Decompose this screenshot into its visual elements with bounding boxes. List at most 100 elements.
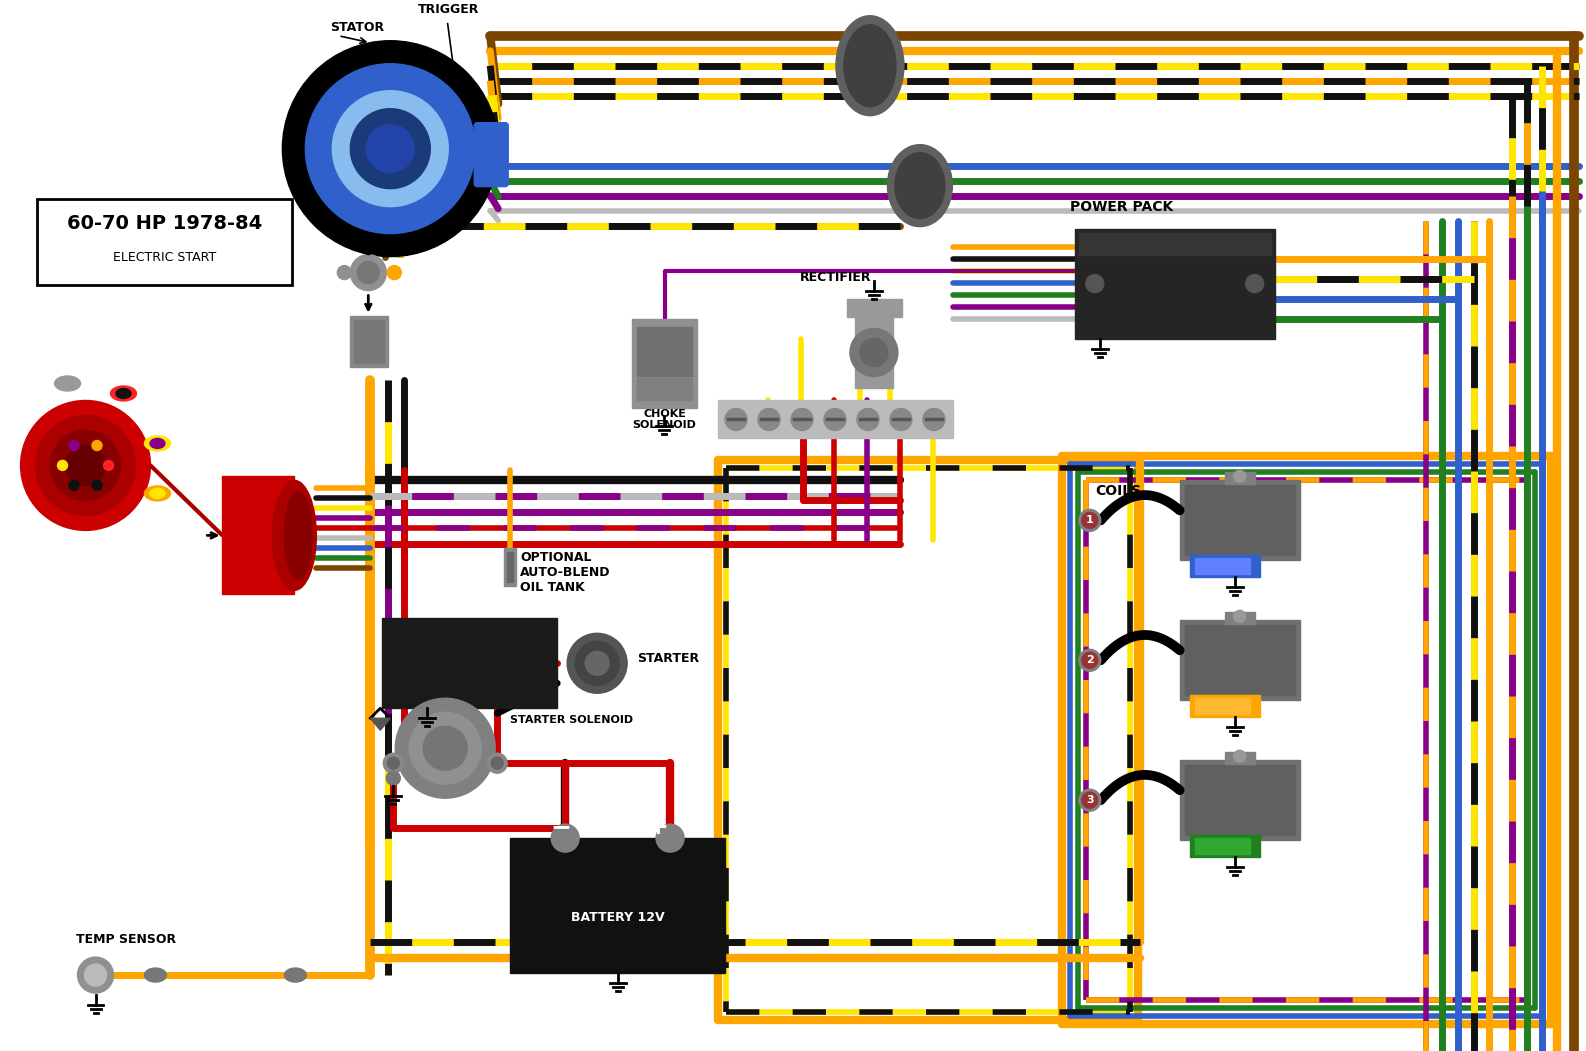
- Bar: [638, 327, 691, 376]
- Ellipse shape: [888, 145, 952, 227]
- Text: STARTER: STARTER: [638, 652, 699, 665]
- Text: RECTIFIER: RECTIFIER: [799, 270, 871, 284]
- Bar: [718, 400, 953, 438]
- Bar: [855, 316, 893, 389]
- Text: POWER PACK: POWER PACK: [1071, 200, 1174, 213]
- Circle shape: [860, 338, 888, 367]
- Circle shape: [1234, 750, 1245, 762]
- Text: 1: 1: [1086, 515, 1094, 526]
- Bar: [351, 315, 389, 368]
- Circle shape: [51, 431, 121, 500]
- Circle shape: [568, 634, 626, 694]
- Ellipse shape: [1078, 789, 1101, 811]
- Circle shape: [70, 480, 79, 491]
- Bar: [222, 476, 295, 594]
- Circle shape: [492, 757, 503, 769]
- Text: 3: 3: [1086, 796, 1094, 805]
- Circle shape: [825, 409, 845, 431]
- Bar: [1185, 486, 1294, 555]
- Circle shape: [395, 698, 495, 798]
- Text: ELECTRIC START: ELECTRIC START: [113, 250, 216, 264]
- Ellipse shape: [1082, 513, 1098, 529]
- Circle shape: [21, 400, 151, 531]
- Circle shape: [576, 641, 619, 685]
- Circle shape: [850, 329, 898, 376]
- Text: −: −: [550, 816, 571, 839]
- Circle shape: [351, 108, 430, 188]
- FancyBboxPatch shape: [474, 123, 508, 187]
- Circle shape: [103, 460, 114, 471]
- Bar: [1180, 620, 1299, 700]
- Bar: [1185, 625, 1294, 696]
- Ellipse shape: [284, 968, 306, 982]
- Circle shape: [791, 409, 814, 431]
- Circle shape: [1245, 274, 1264, 292]
- Bar: [638, 378, 691, 400]
- Circle shape: [552, 824, 579, 852]
- Ellipse shape: [1078, 510, 1101, 532]
- Text: STARTER SOLENOID: STARTER SOLENOID: [511, 716, 633, 725]
- Circle shape: [890, 409, 912, 431]
- Text: 2: 2: [1086, 655, 1094, 665]
- Ellipse shape: [273, 480, 316, 591]
- Bar: [1224, 472, 1255, 485]
- Circle shape: [923, 409, 945, 431]
- Ellipse shape: [836, 16, 904, 116]
- Circle shape: [57, 460, 68, 471]
- Polygon shape: [370, 718, 390, 730]
- Ellipse shape: [895, 152, 945, 219]
- Text: +: +: [647, 816, 668, 839]
- Circle shape: [387, 266, 401, 280]
- Circle shape: [351, 254, 387, 290]
- Bar: [1194, 698, 1250, 715]
- Circle shape: [338, 266, 352, 280]
- Circle shape: [92, 480, 102, 491]
- Ellipse shape: [1082, 653, 1098, 668]
- Bar: [1190, 696, 1259, 717]
- Bar: [1078, 232, 1270, 254]
- Circle shape: [387, 757, 400, 769]
- Bar: [1075, 229, 1275, 338]
- Bar: [354, 320, 384, 364]
- FancyBboxPatch shape: [36, 199, 292, 285]
- Ellipse shape: [151, 489, 165, 498]
- Circle shape: [423, 726, 468, 770]
- Circle shape: [1234, 611, 1245, 622]
- Circle shape: [365, 247, 373, 254]
- Text: CHOKE
SOLENOID: CHOKE SOLENOID: [633, 409, 696, 431]
- Bar: [1185, 765, 1294, 836]
- Bar: [1224, 753, 1255, 764]
- Circle shape: [366, 125, 414, 172]
- Circle shape: [78, 957, 114, 993]
- Circle shape: [333, 90, 449, 207]
- Text: STATOR: STATOR: [330, 21, 384, 34]
- Circle shape: [387, 771, 400, 785]
- Ellipse shape: [116, 389, 132, 398]
- Text: TEMP SENSOR: TEMP SENSOR: [76, 933, 176, 946]
- Bar: [382, 618, 557, 708]
- Bar: [1180, 480, 1299, 560]
- Ellipse shape: [284, 492, 312, 579]
- Text: BATTERY 12V: BATTERY 12V: [571, 910, 665, 924]
- Text: 60-70 HP 1978-84: 60-70 HP 1978-84: [67, 213, 262, 232]
- Circle shape: [1086, 274, 1104, 292]
- Bar: [508, 553, 514, 582]
- Circle shape: [35, 415, 135, 515]
- Circle shape: [856, 409, 879, 431]
- Ellipse shape: [1082, 792, 1098, 808]
- Circle shape: [585, 652, 609, 676]
- Circle shape: [84, 964, 106, 986]
- Circle shape: [65, 446, 106, 486]
- Circle shape: [384, 754, 403, 774]
- Bar: [504, 549, 515, 586]
- Bar: [633, 318, 698, 409]
- Bar: [511, 838, 725, 973]
- Bar: [1194, 838, 1250, 854]
- Circle shape: [70, 440, 79, 451]
- Ellipse shape: [144, 968, 167, 982]
- Bar: [1180, 760, 1299, 840]
- Circle shape: [1234, 471, 1245, 482]
- Circle shape: [487, 754, 508, 774]
- Bar: [1194, 558, 1250, 574]
- Circle shape: [657, 824, 684, 852]
